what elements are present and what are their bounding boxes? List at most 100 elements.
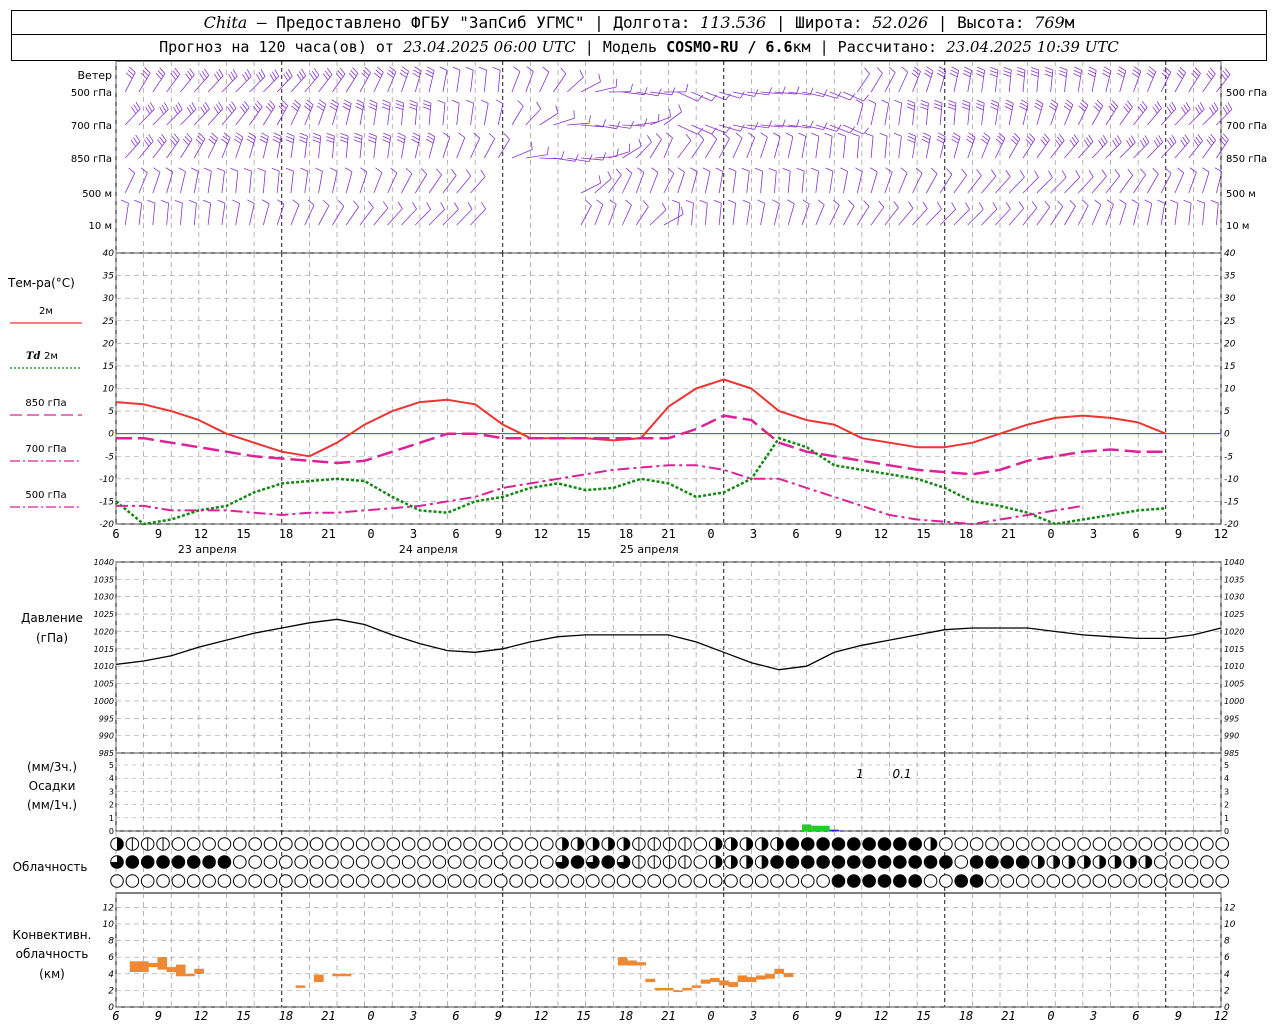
wind-barb	[622, 91, 645, 96]
wind-barb-flag	[299, 136, 308, 140]
time-tick-label: 9	[835, 527, 842, 541]
wind-barb-flag	[269, 100, 276, 107]
wind-barb-flag	[574, 153, 579, 162]
wind-barb	[774, 124, 797, 128]
wind-barb-flag	[1102, 135, 1108, 143]
wind-barb-flag	[1081, 99, 1089, 106]
wind-barb	[456, 208, 473, 226]
wind-barb-flag	[159, 67, 166, 74]
cloud-cover-symbol	[862, 874, 876, 888]
wind-barb	[1202, 109, 1219, 126]
wind-barb	[193, 171, 199, 194]
wind-barb-flag	[128, 167, 135, 174]
temp-tick-label-right: -20	[1224, 520, 1239, 530]
cloud-cover-symbol	[125, 855, 140, 869]
wind-barb-flag	[170, 139, 176, 146]
time-tick-label-bottom: 21	[661, 1009, 675, 1023]
wind-barb-flag	[863, 94, 869, 102]
temp-tick-label: -20	[99, 520, 114, 530]
cloud-cover-symbol	[432, 874, 447, 888]
wind-barb-flag	[195, 138, 202, 145]
time-tick-label-bottom: 6	[452, 1009, 459, 1023]
wind-barb-flag	[1030, 70, 1039, 74]
wind-barb	[221, 171, 225, 194]
wind-barb-flag	[311, 70, 318, 78]
wind-barb-flag	[368, 106, 377, 111]
wind-barb-flag	[389, 66, 397, 72]
wind-barb-flag	[630, 83, 633, 92]
time-tick-label-bottom: 6	[112, 1009, 119, 1023]
wind-barb-flag	[669, 108, 671, 117]
wind-barb-flag	[454, 202, 459, 210]
wind-barb-flag	[1071, 136, 1077, 144]
wind-barb-flag	[368, 132, 377, 137]
wind-barb-flag	[133, 137, 139, 145]
wind-barb	[387, 103, 391, 126]
wind-barb-flag	[657, 113, 660, 122]
wind-barb	[428, 209, 445, 226]
wind-barb	[870, 171, 878, 194]
wind-barb-flag	[768, 87, 773, 96]
wind-barb	[359, 72, 372, 93]
cloud-cover-symbol	[1138, 837, 1153, 851]
wind-barb-flag	[286, 135, 294, 140]
wind-barb-flag	[256, 100, 263, 108]
wind-barb-flag	[885, 167, 893, 173]
wind-barb	[276, 203, 285, 226]
cloud-cover-symbol	[1031, 837, 1045, 851]
wind-barb-flag	[309, 73, 316, 81]
cloud-cover-symbol	[969, 837, 984, 851]
wind-barb	[359, 136, 363, 159]
temp-legend-item: 700 гПа	[10, 444, 82, 462]
cloud-cover-symbol	[294, 874, 309, 888]
wind-barb	[649, 139, 662, 159]
wind-barb-flag	[315, 167, 323, 172]
wind-barb-flag	[422, 106, 431, 111]
wind-barb-flag	[395, 103, 404, 107]
wind-barb-flag	[964, 66, 972, 71]
wind-barb	[691, 203, 694, 226]
wind-barb	[995, 208, 1011, 226]
cloud-cover-symbol	[1123, 874, 1137, 888]
time-tick-label: 9	[1175, 527, 1182, 541]
wind-barb	[180, 171, 186, 194]
wind-barb	[318, 205, 330, 226]
wind-barb-flag	[1189, 167, 1197, 173]
conv-bar	[700, 979, 711, 984]
cloud-cover-symbol	[325, 874, 339, 888]
wind-barb	[332, 171, 338, 194]
time-tick-label: 21	[321, 527, 335, 541]
wind-barb-flag	[667, 167, 675, 174]
wind-barb	[290, 75, 307, 93]
wind-barb	[152, 109, 169, 126]
cloud-cover-symbol	[1169, 874, 1183, 888]
wind-barb-flag	[439, 66, 448, 71]
pressure-tick-label: 1005	[94, 680, 114, 689]
wind-barb-flag	[1206, 73, 1212, 80]
wind-barb-flag	[147, 199, 156, 204]
wind-barb	[276, 105, 289, 126]
wind-barb-flag	[354, 132, 363, 137]
wind-barb-flag	[836, 91, 842, 99]
wind-barb	[580, 182, 601, 194]
wind-barb-flag	[810, 167, 819, 172]
cloud-cover-symbol	[478, 837, 493, 851]
cloud-cover-symbol	[969, 855, 984, 869]
cloud-cover-symbol	[263, 837, 278, 851]
wind-barb-flag	[1073, 134, 1080, 142]
wind-barb-flag	[412, 201, 417, 210]
wind-barb	[249, 171, 252, 194]
wind-barb	[1216, 139, 1229, 159]
wind-barb-flag	[254, 103, 261, 110]
time-tick-label: 3	[410, 527, 417, 541]
cloud-cover-symbol	[601, 874, 616, 888]
time-tick-label-bottom: 0	[367, 1009, 374, 1023]
time-tick-label: 6	[792, 527, 799, 541]
time-tick-label: 18	[279, 527, 293, 541]
conv-bar	[709, 977, 720, 983]
cloud-cover-symbol	[478, 855, 493, 869]
wind-barb	[1022, 70, 1026, 93]
wind-barb	[1146, 203, 1153, 226]
time-tick-label: 6	[1132, 527, 1139, 541]
model-unit: км	[792, 38, 811, 56]
